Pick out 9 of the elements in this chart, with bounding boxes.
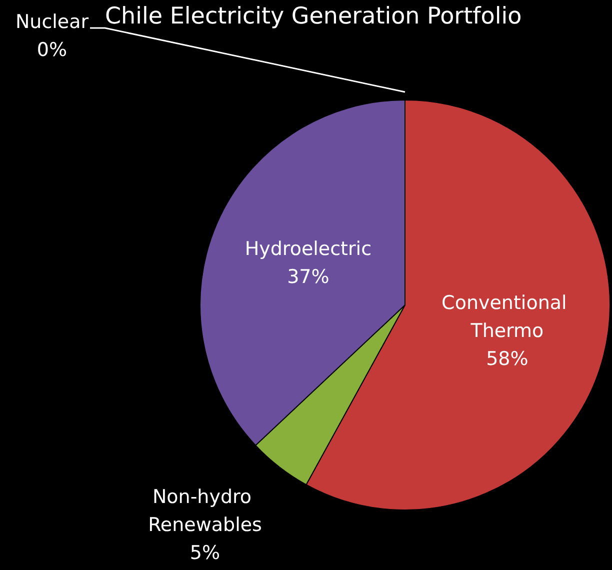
slice-label: Hydroelectric: [244, 238, 372, 260]
data-label: 5%: [190, 542, 220, 564]
slice-label: Conventional Thermo: [442, 292, 573, 342]
data-label: 58%: [486, 348, 528, 370]
text: 0%: [36, 39, 68, 61]
category-label: Nuclear: [15, 11, 89, 33]
slice-label: Non-hydro Renewables: [148, 486, 262, 536]
chart-title: Chile Electricity Generation Portfolio: [105, 4, 522, 30]
data-label: 37%: [287, 266, 330, 288]
